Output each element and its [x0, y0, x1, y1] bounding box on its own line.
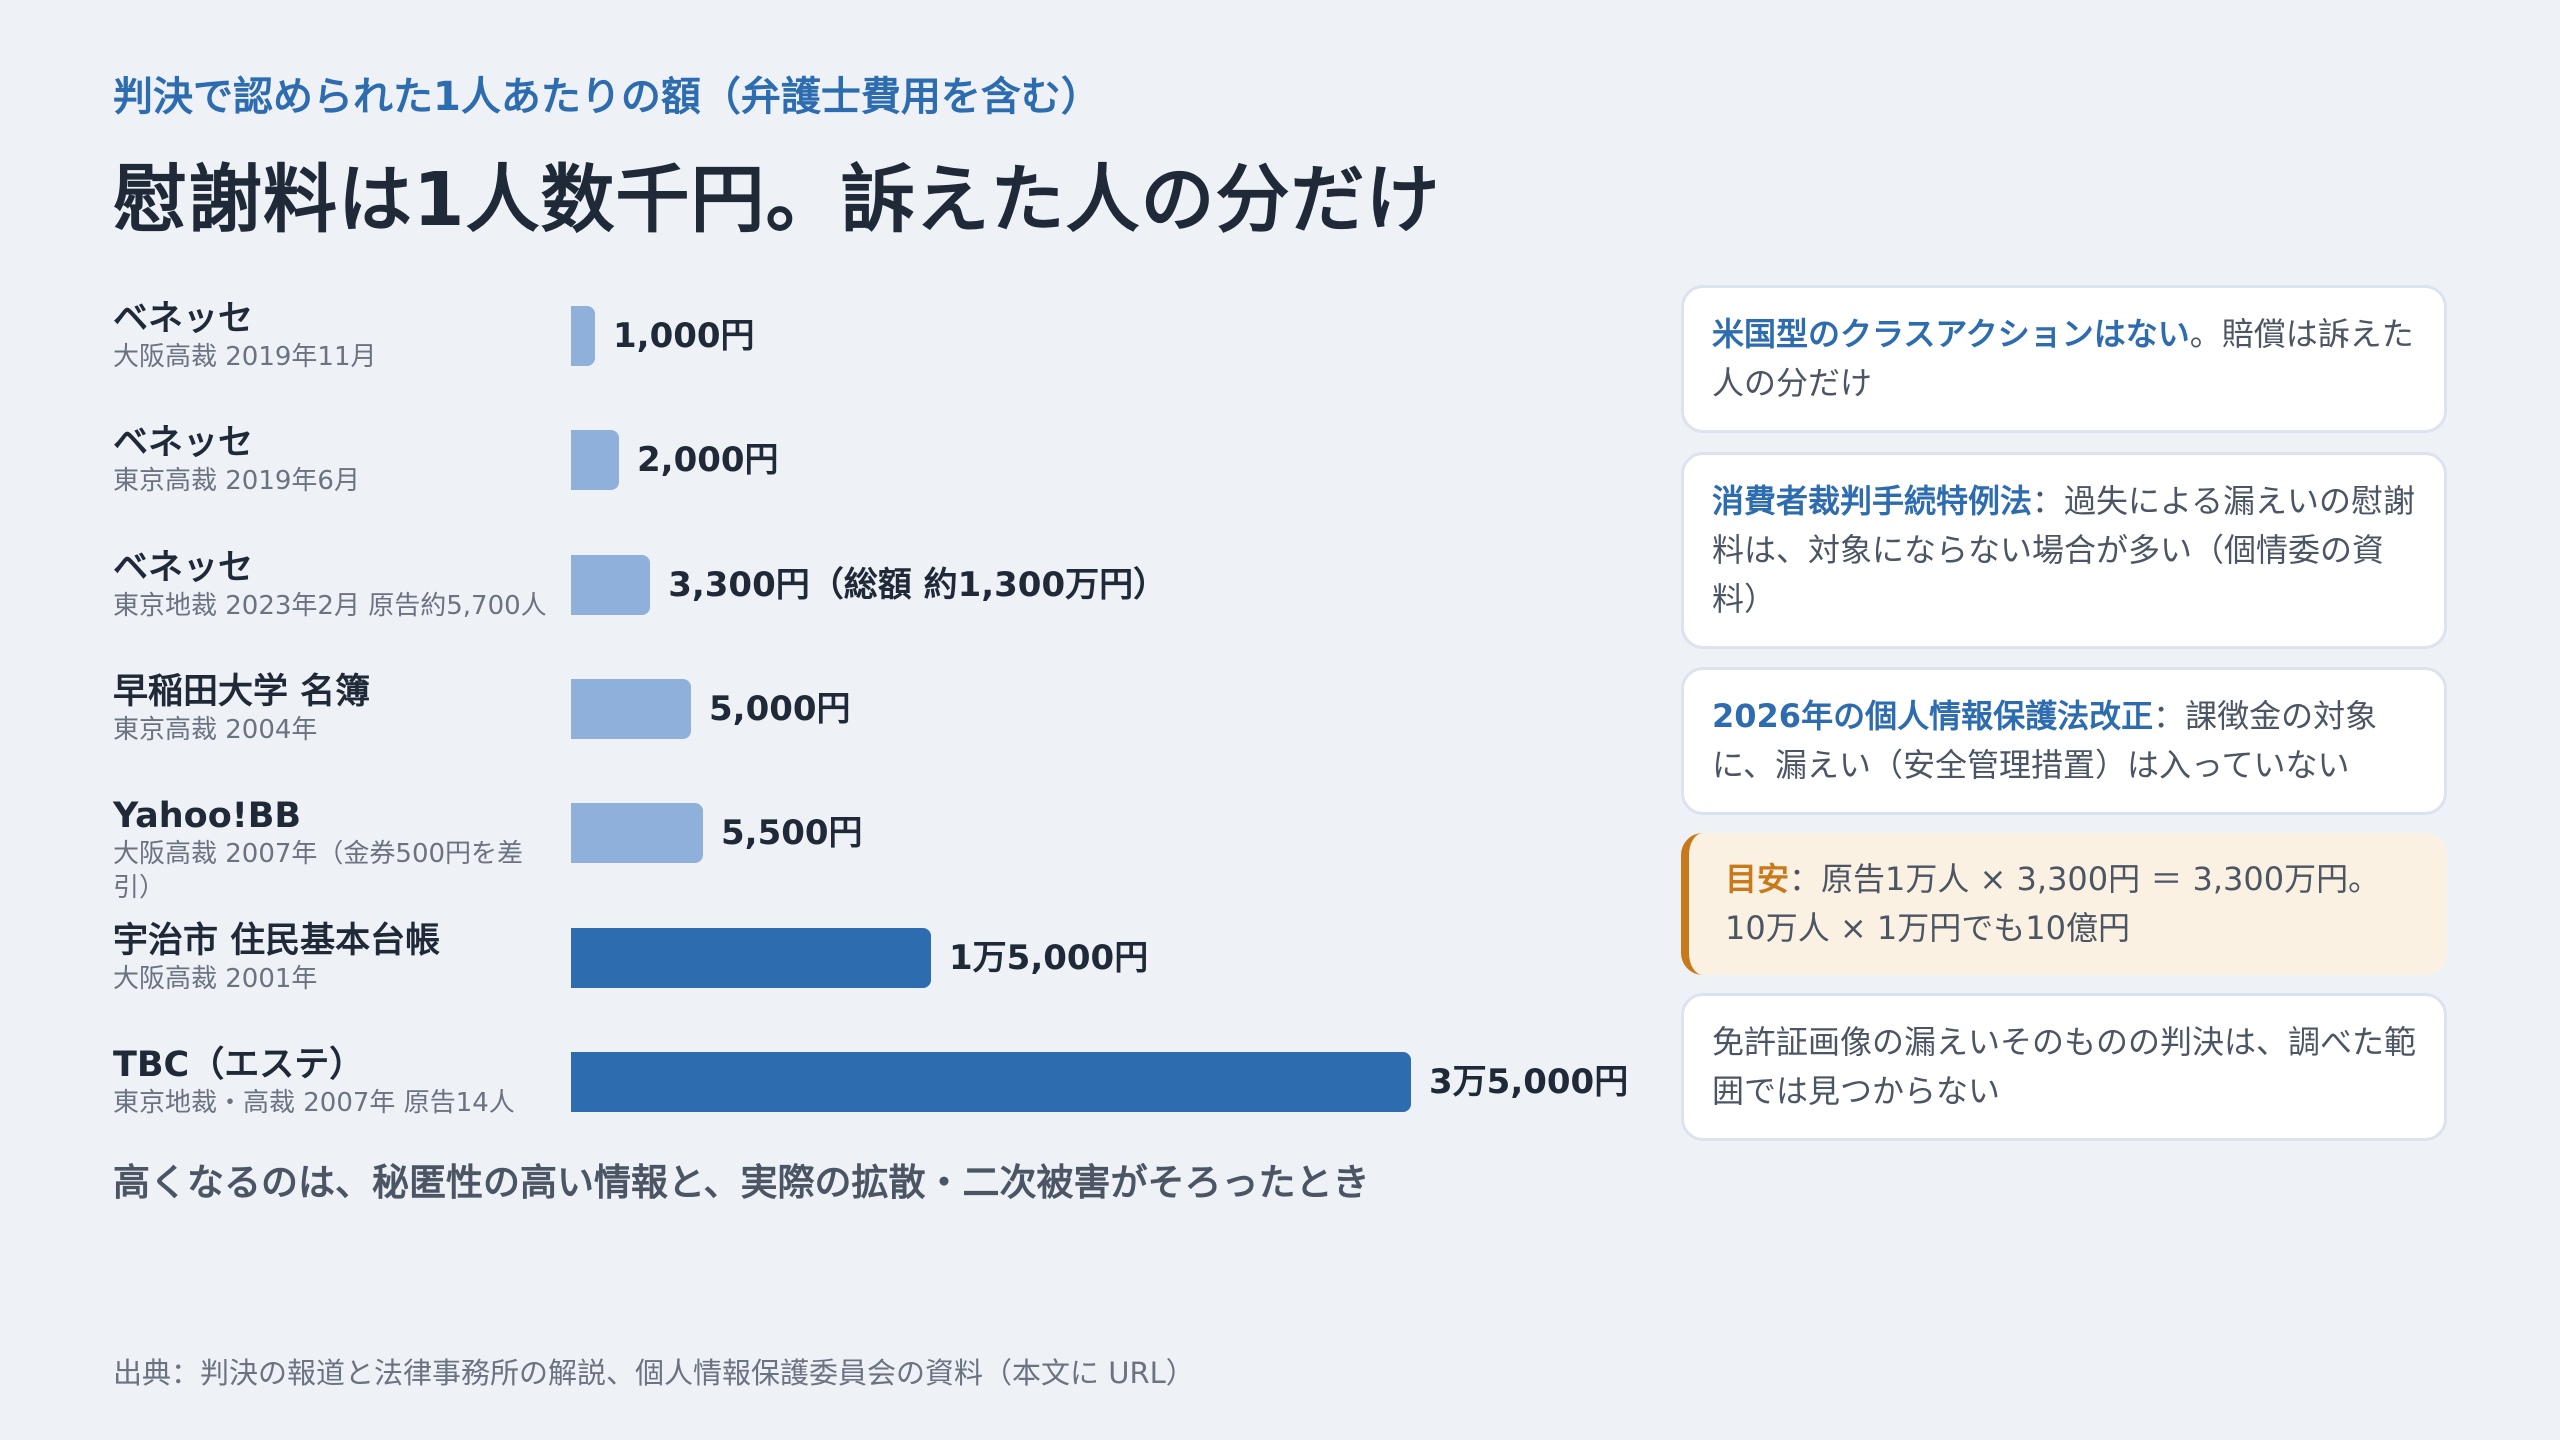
bar-value-label: 5,500円 [721, 813, 863, 854]
row-subtitle: 大阪高裁 2007年（金券500円を差引） [113, 839, 524, 904]
row-label: TBC（エステ） 東京地裁・高裁 2007年 原告14人 [113, 1044, 553, 1120]
bar-value-label: 2,000円 [637, 440, 779, 481]
row-name: 早稲田大学 名簿 [113, 671, 371, 712]
bar-value-label: 3,300円（総額 約1,300万円） [668, 564, 1168, 605]
row-name: 宇治市 住民基本台帳 [113, 920, 441, 961]
row-name: ベネッセ [113, 299, 254, 339]
bar-value-label: 1万5,000円 [949, 937, 1149, 978]
bar [571, 306, 595, 366]
bar [571, 678, 691, 739]
bar [571, 430, 619, 491]
row-name: Yahoo!BB [113, 796, 302, 837]
info-card-1: 米国型のクラスアクションはない。賠償は訴えた人の分だけ [1681, 285, 2447, 433]
card-text: ：原告1万人 × 3,300円 ＝ 3,300万円。10万人 × 1万円でも10… [1725, 860, 2381, 947]
source-note: 出典：判決の報道と法律事務所の解説、個人情報保護委員会の資料（本文に URL） [113, 1356, 1195, 1390]
estimate-note-card: 目安：原告1万人 × 3,300円 ＝ 3,300万円。10万人 × 1万円でも… [1681, 833, 2447, 975]
bar [571, 554, 651, 615]
info-card-2: 消費者裁判手続特例法：過失による漏えいの慰謝料は、対象にならない場合が多い（個情… [1681, 452, 2447, 649]
row-label: Yahoo!BB 大阪高裁 2007年（金券500円を差引） [113, 795, 553, 905]
info-card-5: 免許証画像の漏えいそのものの判決は、調べた範囲では見つからない [1681, 993, 2447, 1141]
row-label: ベネッセ 東京高裁 2019年6月 [113, 422, 553, 498]
row-subtitle: 東京高裁 2019年6月 [113, 466, 360, 497]
bar [571, 927, 931, 988]
card-highlight: 消費者裁判手続特例法 [1712, 482, 2033, 520]
row-subtitle: 東京地裁 2023年2月 原告約5,700人 [113, 590, 547, 621]
bar [571, 803, 703, 864]
row-subtitle: 東京高裁 2004年 [113, 714, 318, 745]
bar-value-label: 5,000円 [709, 688, 851, 729]
card-text: ：過失による漏えいの慰謝料は、対象にならない場合が多い（個情委の資料） [1712, 482, 2416, 618]
bar [571, 1051, 1411, 1112]
row-subtitle: 大阪高裁 2001年 [113, 963, 318, 994]
card-text: 。賠償は訴えた人の分だけ [1712, 315, 2414, 402]
bar-value-label: 3万5,000円 [1429, 1061, 1629, 1102]
chart-kicker: 判決で認められた1人あたりの額（弁護士費用を含む） [113, 74, 1101, 120]
card-text: ：課徴金の対象に、漏えい（安全管理措置）は入っていない [1712, 697, 2378, 784]
row-label: ベネッセ 東京地裁 2023年2月 原告約5,700人 [113, 547, 553, 623]
row-name: ベネッセ [113, 423, 254, 464]
row-name: TBC（エステ） [113, 1044, 365, 1085]
row-subtitle: 東京地裁・高裁 2007年 原告14人 [113, 1087, 515, 1118]
info-card-3: 2026年の個人情報保護法改正：課徴金の対象に、漏えい（安全管理措置）は入ってい… [1681, 667, 2447, 815]
row-label: 早稲田大学 名簿 東京高裁 2004年 [113, 671, 553, 747]
card-highlight: 米国型のクラスアクションはない [1712, 315, 2190, 353]
chart-title: 慰謝料は1人数千円。訴えた人の分だけ [113, 157, 1441, 243]
card-text: 免許証画像の漏えいそのものの判決は、調べた範囲では見つからない [1712, 1023, 2417, 1110]
row-subtitle: 大阪高裁 2019年11月 [113, 342, 377, 372]
takeaway-text: 高くなるのは、秘匿性の高い情報と、実際の拡散・二次被害がそろったとき [113, 1161, 1370, 1204]
row-label: 宇治市 住民基本台帳 大阪高裁 2001年 [113, 920, 553, 996]
row-name: ベネッセ [113, 547, 254, 588]
card-highlight: 目安 [1725, 860, 1790, 898]
bar-chart: ベネッセ 大阪高裁 2019年11月 1,000円 ベネッセ 東京高裁 2019年6月 2… [113, 298, 1629, 1120]
row-label: ベネッセ 大阪高裁 2019年11月 [113, 298, 553, 374]
bar-value-label: 1,000円 [613, 316, 755, 356]
card-highlight: 2026年の個人情報保護法改正 [1712, 697, 2154, 735]
